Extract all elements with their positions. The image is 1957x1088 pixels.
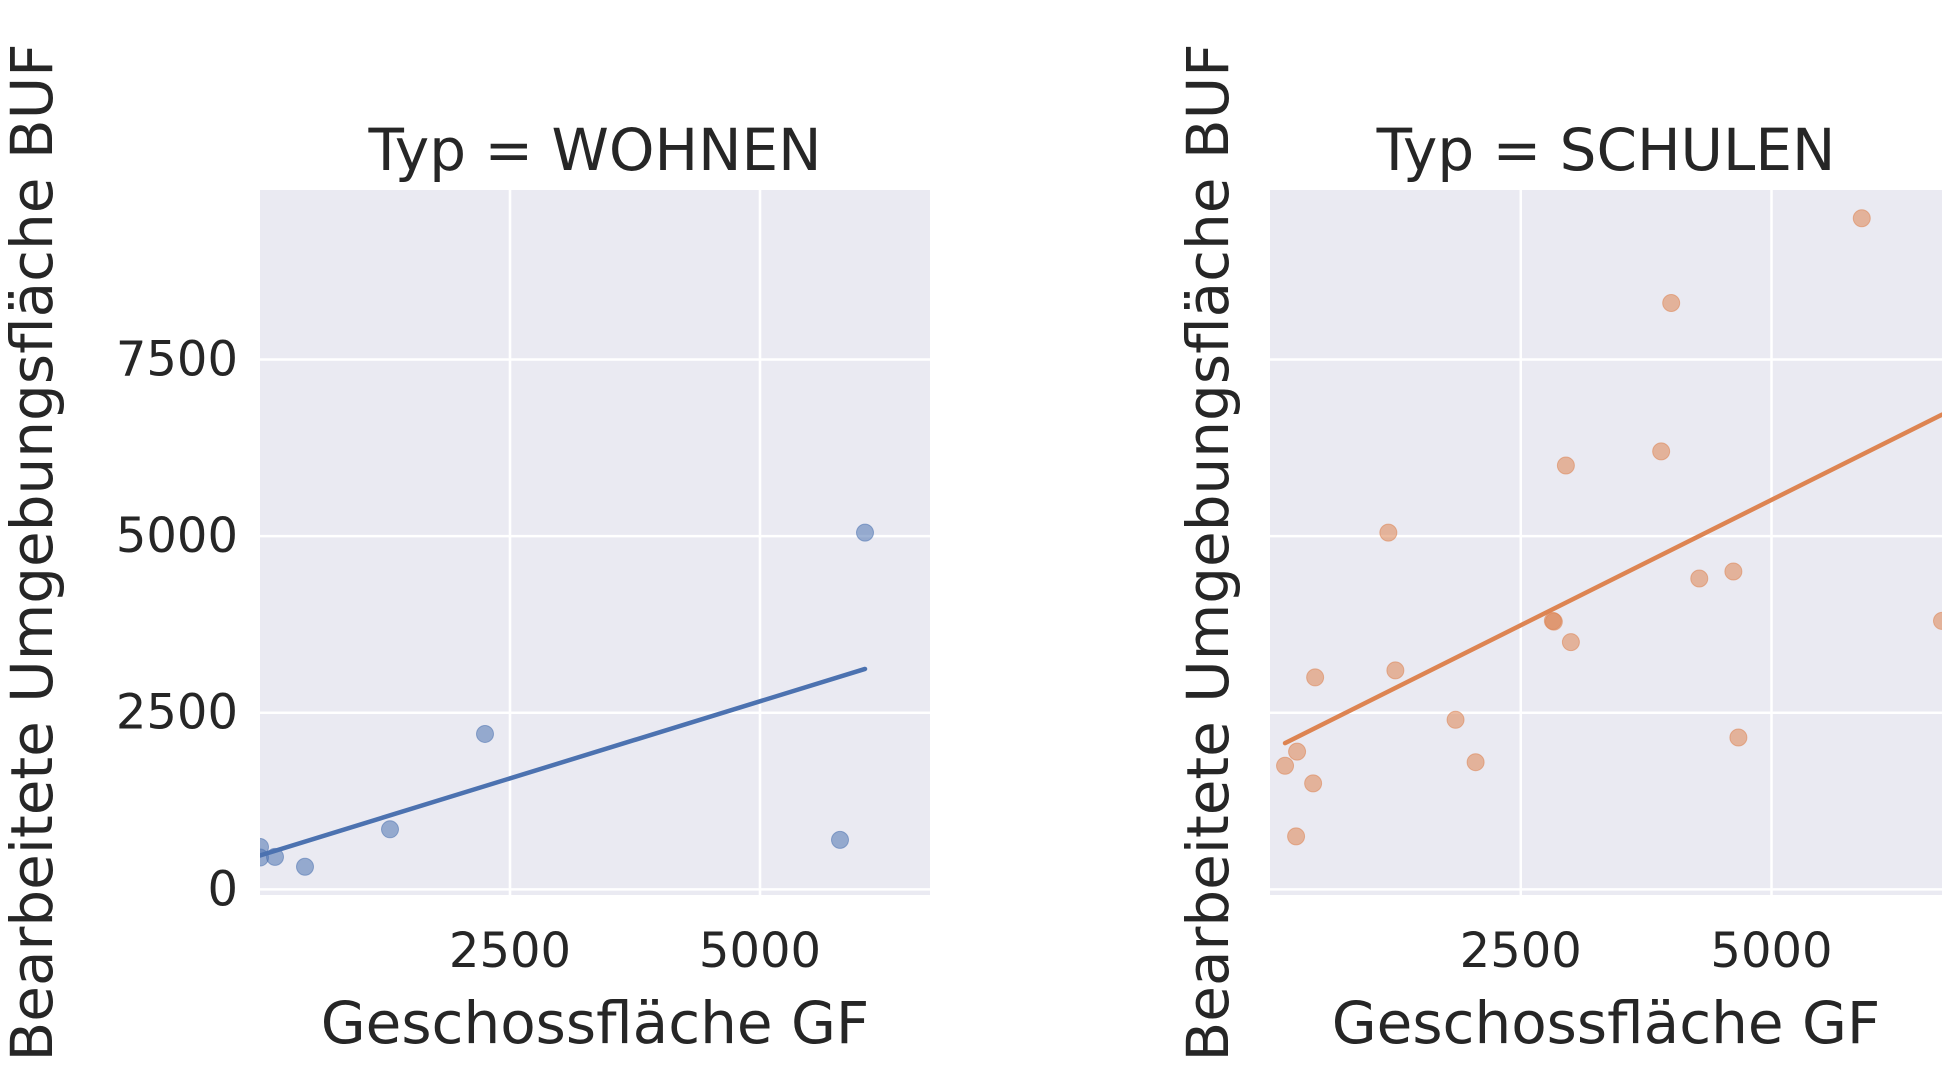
plot-area (1270, 190, 1942, 895)
series-layer (1276, 209, 1942, 846)
x-axis-label: Geschossfläche GF (321, 989, 870, 1057)
y-tick-label: 7500 (116, 332, 238, 388)
data-point (856, 523, 874, 542)
data-point (1466, 753, 1485, 772)
data-point (476, 724, 494, 743)
data-point (1652, 442, 1671, 461)
series-layer (260, 523, 874, 876)
regression-line (1282, 412, 1942, 746)
panel-title: Typ = SCHULEN (1376, 116, 1836, 184)
regression-line (260, 666, 868, 858)
plot-area (260, 190, 930, 895)
x-tick-label: 2500 (1460, 923, 1582, 979)
y-axis-label: Bearbeitete Umgebungsfläche BUF (1174, 43, 1242, 1061)
data-point (1729, 728, 1748, 747)
x-tick-label: 2500 (449, 923, 571, 979)
data-point (1304, 774, 1323, 793)
panel-schulen: 2500 5000 Typ = SCHULEN Geschossfläche GF Be… (1174, 43, 1942, 1062)
x-tick-label: 5000 (699, 923, 821, 979)
data-point (1852, 209, 1871, 228)
y-tick-label: 5000 (116, 508, 238, 564)
data-point (1287, 827, 1306, 846)
data-point (266, 847, 284, 866)
data-point (831, 830, 849, 849)
data-point (260, 848, 269, 867)
data-point (1306, 668, 1325, 687)
data-point (1288, 742, 1307, 761)
data-point (1933, 611, 1942, 630)
data-point (1446, 710, 1465, 729)
data-point (1276, 756, 1295, 775)
data-point (1556, 456, 1575, 475)
panel-wohnen: 0 2500 5000 7500 2500 5000 Typ = WOHNEN Geschos… (0, 43, 930, 1062)
data-point (381, 820, 399, 839)
data-point (1544, 612, 1563, 631)
x-tick-label: 5000 (1710, 923, 1832, 979)
data-point (1662, 294, 1681, 313)
data-point (1561, 633, 1580, 652)
data-point (1690, 569, 1709, 588)
data-point (1379, 523, 1398, 542)
data-point (296, 857, 314, 876)
y-tick-label: 0 (207, 861, 238, 917)
x-axis-label: Geschossfläche GF (1332, 989, 1881, 1057)
data-point (1724, 562, 1743, 581)
y-axis-label: Bearbeitete Umgebungsfläche BUF (0, 43, 66, 1061)
panel-title: Typ = WOHNEN (367, 116, 821, 184)
y-tick-label: 2500 (116, 685, 238, 741)
data-point (1386, 661, 1405, 680)
